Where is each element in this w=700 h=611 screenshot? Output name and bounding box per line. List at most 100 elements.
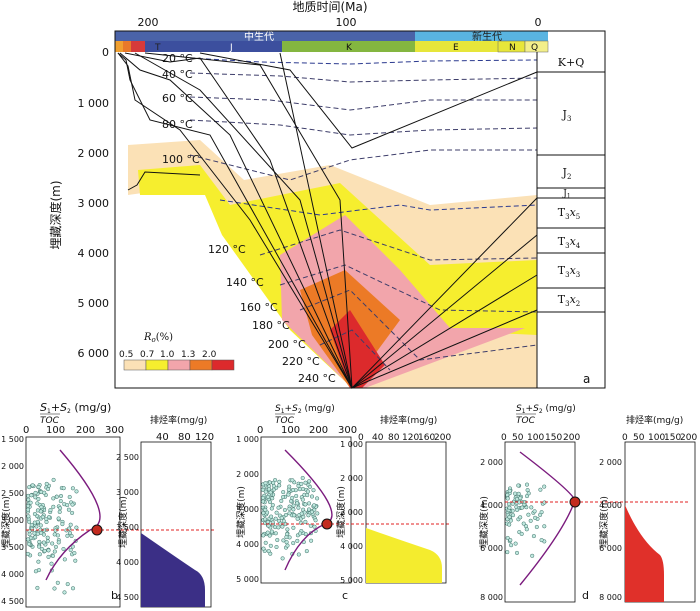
b-scatter-point [61,486,66,491]
c-scatter-point [298,531,303,536]
isotherm-label-60: 60 °C [162,92,193,105]
c-ratio-tick-300: 300 [338,425,357,436]
c-scatter-point [315,496,320,501]
depth-tick-5000: 5 000 [78,297,110,310]
c-scatter-point [266,549,271,554]
b-scatter-point [74,525,79,530]
d-scatter-point [528,518,533,523]
c-scatter-point [280,556,285,561]
d-scatter-point [539,538,544,543]
d-rate-depth-tick-3: 6 000 [599,544,622,553]
c-scatter-point [263,540,268,545]
b-scatter-point [29,522,34,528]
b-scatter-point [38,523,43,528]
b-scatter-point [52,549,57,554]
ro-legend-swatch-5 [211,359,235,371]
c-rate-depth-tick-5: 5 000 [340,576,363,585]
b-depth-tick-3: 2 500 [1,489,24,498]
c-scatter-point [309,538,314,543]
b-scatter-point [46,554,51,559]
b-scatter-point [35,501,40,506]
b-scatter-point [35,585,40,590]
c-scatter-point [295,501,300,506]
c-scatter-point [309,494,315,499]
c-rate-depth-tick-3: 3 000 [340,508,363,517]
b-envelope-curve [45,449,101,581]
b-depth-tick-7: 4 500 [1,597,24,606]
c-scatter-point [291,525,296,530]
c-scatter-point [267,499,273,505]
period-j-label: J [229,43,233,53]
c-scatter-point [301,514,306,519]
c-scatter-point [285,543,290,548]
b-scatter-point [58,493,64,499]
era-cenozoic-bar [415,31,548,41]
ro-legend-swatch-3 [167,359,191,371]
b-scatter-point [58,506,63,511]
d-rate-tick-100: 100 [648,433,665,443]
b-scatter-point [67,530,73,536]
d-scatter-point [521,521,526,526]
b-depth-tick-4: 3 000 [1,516,24,525]
isotherm-120 [219,199,538,216]
period-t-mid-bar [123,41,131,52]
b-scatter-point [70,502,75,507]
b-scatter-point [68,522,73,527]
c-scatter-point [311,488,316,493]
d-scatter-point [505,496,510,501]
isotherm-180 [299,289,538,361]
b-scatter-point [70,486,75,491]
depth-tick-1000: 1 000 [78,97,110,110]
isotherm-100 [189,149,537,181]
c-scatter-point [303,519,308,524]
era-cenozoic-label: 新生代 [472,30,502,43]
b-threshold-marker [91,524,103,536]
c-scatter-point [265,530,270,535]
isotherm-label-40: 40 °C [162,68,193,81]
c-threshold-marker [321,518,333,530]
c-scatter-point [313,518,318,523]
d-scatter-point [526,512,531,517]
c-depth-ticks: 1 000 2 000 3 000 4 000 5 000 [236,435,259,584]
d-scatter-point [533,515,538,520]
stratum-kq: K+Q [558,56,584,69]
panel-b: S1+S2 (mg/g) TOC 0 100 200 300 1 500 2 0… [0,401,215,608]
b-scatter-point [27,542,32,547]
d-scatter-point [507,515,512,520]
c-scatter-point [274,544,279,550]
b-ratio-tick-300: 300 [105,425,124,436]
isotherm-label-180: 180 °C [252,319,290,332]
b-scatter-point [53,544,58,549]
b-scatter-point [39,530,44,535]
c-scatter-point [307,479,312,484]
b-scatter-point [25,507,31,512]
ro-legend-label-1.3: 1.3 [181,350,195,360]
c-scatter-point [296,505,301,510]
ro-legend-title: Ro(%) [143,332,173,344]
d-scatter-point [514,497,520,502]
c-scatter-point [274,510,279,515]
b-scatter-point [32,531,37,536]
b-scatter-point [25,551,31,556]
b-rate-depth-tick-3: 3 500 [116,523,139,532]
b-scatter-point [70,544,75,549]
c-ratio-tick-200: 200 [309,425,328,436]
isotherm-label-100: 100 °C [162,153,200,166]
b-scatter-point [52,586,57,591]
c-scatter-point [289,499,294,504]
burial-curve-k [199,52,538,149]
d-depth-tick-4: 8 000 [480,593,503,602]
d-ratio-denom: TOC [516,416,536,426]
b-scatter-point [48,508,53,513]
burial-curve-5 [134,52,353,389]
b-scatter-point [56,540,61,545]
c-scatter-point [306,501,312,506]
isotherm-label-80: 80 °C [162,118,193,131]
b-scatter-point [50,541,55,546]
b-rate-tick-120: 120 [195,432,214,443]
b-scatter-point [45,487,51,492]
b-scatter-point [67,494,72,500]
c-scatter-point [273,525,278,530]
burial-curve-6 [144,52,353,389]
b-scatter-point [51,477,56,482]
